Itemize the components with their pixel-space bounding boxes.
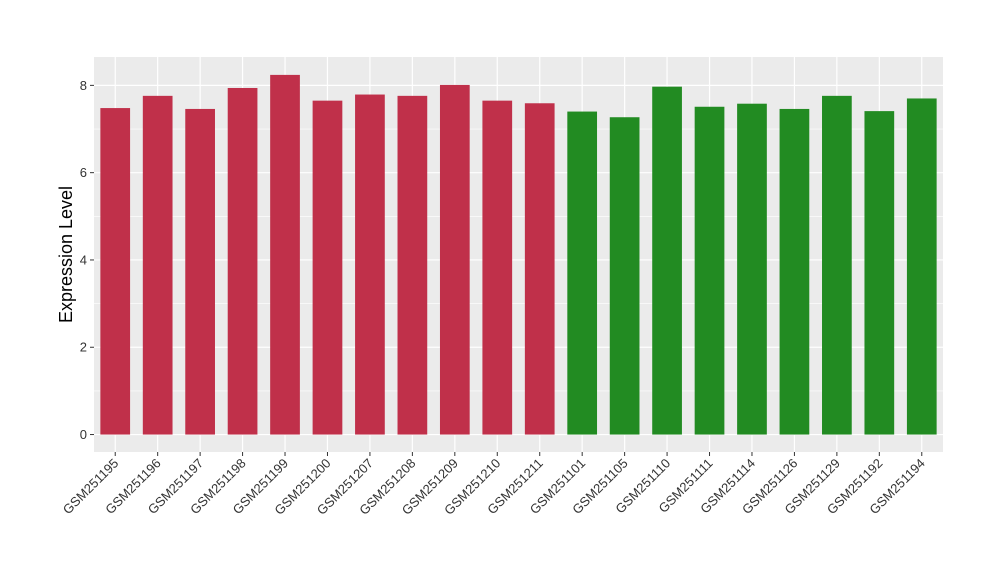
bar-GSM251111 — [694, 106, 725, 435]
bar-GSM251209 — [439, 84, 470, 435]
bar-GSM251194 — [906, 98, 937, 435]
bar-GSM251199 — [270, 74, 300, 435]
plot-panel — [94, 57, 943, 452]
x-axis: GSM251195GSM251196GSM251197GSM251198GSM2… — [60, 452, 928, 518]
y-tick-label: 0 — [80, 427, 87, 442]
y-axis-title: Expression Level — [56, 186, 76, 323]
bar-GSM251196 — [142, 95, 173, 435]
bar-GSM251129 — [822, 95, 852, 435]
bar-GSM251195 — [100, 108, 131, 435]
bar-GSM251207 — [355, 94, 385, 435]
bar-GSM251126 — [779, 108, 810, 435]
bar-GSM251208 — [397, 95, 428, 435]
y-tick-label: 2 — [80, 340, 87, 355]
bars — [100, 74, 937, 435]
y-tick-label: 6 — [80, 165, 87, 180]
bar-GSM251200 — [312, 100, 343, 435]
bar-GSM251114 — [737, 103, 767, 435]
bar-GSM251197 — [185, 108, 215, 435]
bar-GSM251110 — [652, 86, 682, 435]
y-tick-label: 8 — [80, 78, 87, 93]
y-tick-label: 4 — [80, 252, 87, 267]
bar-GSM251101 — [567, 111, 598, 435]
bar-GSM251198 — [227, 87, 258, 435]
bar-GSM251105 — [609, 117, 640, 435]
y-axis: 0 2 4 6 8 — [80, 78, 94, 442]
bar-GSM251210 — [482, 100, 513, 435]
bar-GSM251192 — [864, 111, 895, 435]
bar-GSM251211 — [524, 103, 555, 435]
